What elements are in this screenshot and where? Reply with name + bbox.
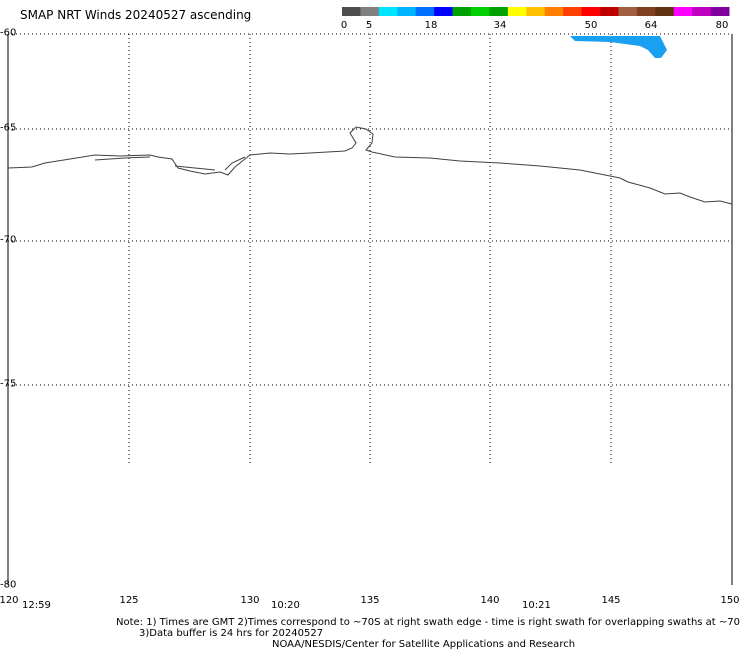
colorbar-segment [563, 7, 583, 16]
colorbar-segment [636, 7, 656, 16]
colorbar [342, 7, 730, 16]
colorbar-segment [360, 7, 380, 16]
gridlines [8, 33, 732, 465]
colorbar-segment [452, 7, 472, 16]
colorbar-segment [507, 7, 527, 16]
lon-label-135: 135 [360, 595, 380, 606]
colorbar-label-80: 80 [715, 20, 729, 31]
colorbar-segment [710, 7, 730, 16]
colorbar-segment [618, 7, 638, 16]
map-title: SMAP NRT Winds 20240527 ascending [20, 8, 252, 22]
antarctic-coastline [7, 126, 733, 205]
colorbar-segment [415, 7, 435, 16]
lon-label-120: 120 [0, 595, 19, 606]
colorbar-segment [544, 7, 564, 16]
colorbar-segment [397, 7, 417, 16]
colorbar-segment [655, 7, 675, 16]
note-line-1: Note: 1) Times are GMT 2)Times correspon… [116, 617, 740, 628]
colorbar-label-50: 50 [584, 20, 598, 31]
lon-label-140: 140 [480, 595, 500, 606]
lon-label-150: 150 [720, 595, 740, 606]
wind-swath [570, 36, 667, 58]
time-label-1259: 12:59 [22, 600, 51, 611]
lat-label-60: -60 [0, 27, 17, 39]
colorbar-segment [342, 7, 361, 16]
colorbar-segment [600, 7, 619, 16]
lon-label-145: 145 [601, 595, 621, 606]
lat-label-65: -65 [0, 122, 17, 134]
note-line-3: NOAA/NESDIS/Center for Satellite Applica… [272, 639, 576, 650]
coastline-detail [94, 156, 246, 171]
colorbar-label-18: 18 [424, 20, 438, 31]
lat-label-70: -70 [0, 234, 17, 246]
colorbar-segment [526, 7, 546, 16]
note-line-2: 3)Data buffer is 24 hrs for 20240527 [139, 628, 324, 639]
colorbar-segment [434, 7, 454, 16]
colorbar-segment [489, 7, 509, 16]
lat-label-80: -80 [0, 579, 17, 591]
lon-label-130: 130 [240, 595, 260, 606]
lat-label-75: -75 [0, 378, 17, 390]
colorbar-segment [378, 7, 398, 16]
lon-label-125: 125 [119, 595, 139, 606]
colorbar-label-0: 0 [340, 20, 348, 31]
time-label-1020: 10:20 [271, 600, 300, 611]
colorbar-segment [673, 7, 693, 16]
colorbar-segment [471, 7, 490, 16]
colorbar-label-5: 5 [365, 20, 373, 31]
map-frame [7, 34, 733, 585]
colorbar-segment [692, 7, 712, 16]
time-label-1021: 10:21 [522, 600, 551, 611]
colorbar-label-34: 34 [493, 20, 507, 31]
colorbar-label-64: 64 [644, 20, 658, 31]
colorbar-segment [581, 7, 601, 16]
